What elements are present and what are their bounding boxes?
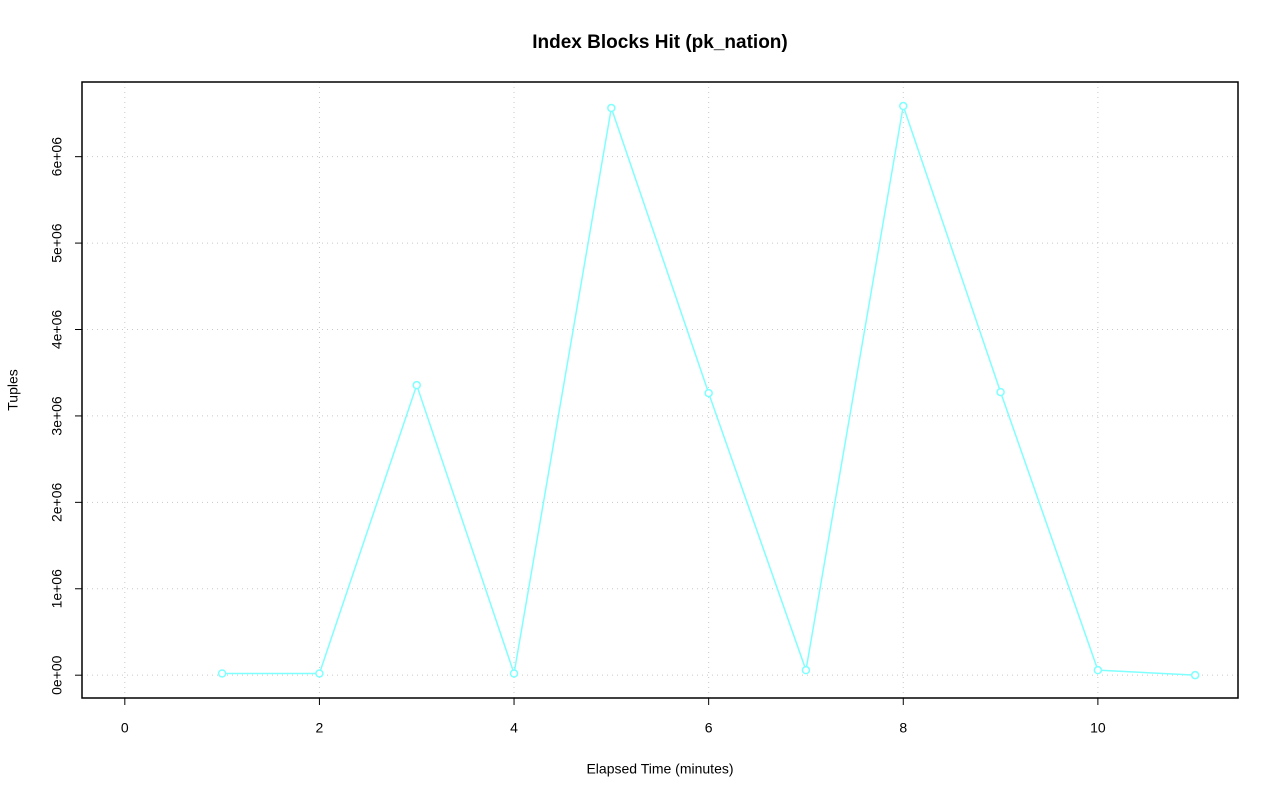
data-point bbox=[217, 669, 227, 678]
data-point bbox=[412, 380, 421, 390]
chart-title: Index Blocks Hit (pk_nation) bbox=[532, 32, 787, 53]
x-tick-label: 10 bbox=[1090, 720, 1106, 736]
y-tick-label: 2e+06 bbox=[49, 482, 65, 522]
y-tick-label: 0e+00 bbox=[49, 655, 65, 695]
y-tick-label: 1e+06 bbox=[49, 569, 65, 609]
x-axis-label: Elapsed Time (minutes) bbox=[586, 761, 733, 777]
data-point bbox=[801, 665, 811, 675]
y-tick-label: 3e+06 bbox=[49, 396, 65, 436]
data-point bbox=[607, 103, 616, 113]
data-point bbox=[315, 669, 324, 678]
data-point bbox=[509, 669, 519, 678]
y-tick-label: 4e+06 bbox=[49, 310, 65, 350]
data-point bbox=[704, 388, 713, 398]
data-point bbox=[1093, 665, 1103, 675]
y-tick-label: 5e+06 bbox=[49, 223, 65, 263]
data-point bbox=[996, 387, 1005, 397]
plot-frame bbox=[81, 81, 1239, 699]
x-tick-label: 8 bbox=[899, 720, 907, 736]
x-tick-label: 6 bbox=[705, 720, 713, 736]
x-tick-label: 2 bbox=[316, 720, 324, 736]
x-tick-label: 0 bbox=[121, 720, 129, 736]
x-tick-label: 4 bbox=[510, 720, 518, 736]
data-point bbox=[899, 101, 908, 111]
data-point bbox=[1190, 670, 1200, 680]
y-axis-label: Tuples bbox=[5, 369, 21, 411]
y-tick-label: 6e+06 bbox=[49, 137, 65, 177]
